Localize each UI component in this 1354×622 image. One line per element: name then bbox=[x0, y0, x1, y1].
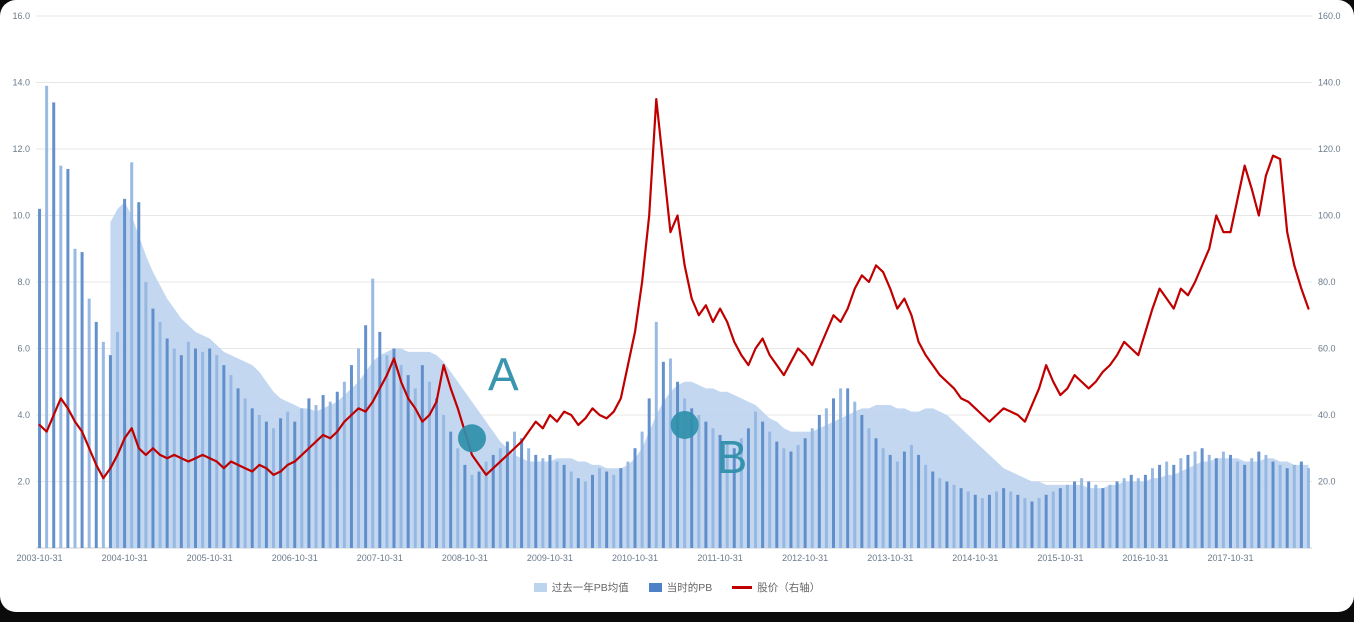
left-axis-labels: 16.0 14.0 12.0 10.0 8.0 6.0 4.0 2.0 bbox=[12, 11, 30, 487]
legend-item-pb-current: 当时的PB bbox=[648, 580, 713, 595]
svg-text:4.0: 4.0 bbox=[17, 410, 30, 420]
line-swatch-icon bbox=[732, 586, 753, 589]
svg-text:6.0: 6.0 bbox=[17, 344, 30, 354]
svg-text:14.0: 14.0 bbox=[12, 78, 30, 88]
svg-text:80.0: 80.0 bbox=[1318, 277, 1336, 287]
svg-text:160.0: 160.0 bbox=[1318, 11, 1341, 21]
price-line bbox=[38, 98, 1310, 480]
right-axis-labels: 160.0 140.0 120.0 100.0 80.0 60.0 40.0 20.0 bbox=[1318, 11, 1341, 487]
svg-text:2017-10-31: 2017-10-31 bbox=[1207, 553, 1253, 563]
svg-text:140.0: 140.0 bbox=[1318, 78, 1341, 88]
svg-text:2006-10-31: 2006-10-31 bbox=[272, 553, 318, 563]
svg-text:2010-10-31: 2010-10-31 bbox=[612, 553, 658, 563]
bar-swatch-icon bbox=[648, 583, 662, 592]
legend-label-price: 股价（右轴） bbox=[757, 582, 821, 594]
svg-text:2014-10-31: 2014-10-31 bbox=[952, 553, 998, 563]
svg-text:60.0: 60.0 bbox=[1318, 344, 1336, 354]
chart-legend: 过去一年PB均值 当时的PB 股价（右轴） bbox=[0, 580, 1354, 595]
svg-text:40.0: 40.0 bbox=[1318, 410, 1336, 420]
pb-average-area bbox=[110, 202, 1309, 548]
svg-text:12.0: 12.0 bbox=[12, 144, 30, 154]
svg-text:B: B bbox=[717, 431, 748, 483]
svg-text:2012-10-31: 2012-10-31 bbox=[782, 553, 828, 563]
svg-text:A: A bbox=[488, 348, 519, 400]
legend-label-pb-current: 当时的PB bbox=[666, 582, 713, 594]
svg-text:2015-10-31: 2015-10-31 bbox=[1037, 553, 1083, 563]
legend-label-pb-average: 过去一年PB均值 bbox=[551, 582, 629, 594]
pb-bars bbox=[38, 85, 1310, 549]
svg-text:2.0: 2.0 bbox=[17, 477, 30, 487]
svg-text:100.0: 100.0 bbox=[1318, 211, 1341, 221]
svg-text:10.0: 10.0 bbox=[12, 211, 30, 221]
svg-text:16.0: 16.0 bbox=[12, 11, 30, 21]
svg-text:2011-10-31: 2011-10-31 bbox=[697, 553, 742, 563]
svg-text:2003-10-31: 2003-10-31 bbox=[17, 553, 63, 563]
annotation-marker-b: B bbox=[670, 410, 748, 483]
svg-text:2005-10-31: 2005-10-31 bbox=[187, 553, 233, 563]
svg-text:8.0: 8.0 bbox=[17, 277, 30, 287]
svg-text:2013-10-31: 2013-10-31 bbox=[867, 553, 913, 563]
svg-text:2008-10-31: 2008-10-31 bbox=[442, 553, 488, 563]
area-swatch-icon bbox=[533, 583, 547, 592]
legend-item-price: 股价（右轴） bbox=[732, 580, 820, 595]
svg-text:120.0: 120.0 bbox=[1318, 144, 1341, 154]
svg-text:2004-10-31: 2004-10-31 bbox=[102, 553, 148, 563]
svg-text:2016-10-31: 2016-10-31 bbox=[1122, 553, 1168, 563]
annotation-marker-a: A bbox=[457, 348, 519, 453]
svg-text:20.0: 20.0 bbox=[1318, 477, 1336, 487]
legend-item-pb-average: 过去一年PB均值 bbox=[533, 580, 629, 595]
x-axis-labels: 2003-10-31 2004-10-31 2005-10-31 2006-10-31… bbox=[17, 553, 1254, 563]
svg-text:2009-10-31: 2009-10-31 bbox=[527, 553, 573, 563]
svg-text:2007-10-31: 2007-10-31 bbox=[357, 553, 403, 563]
